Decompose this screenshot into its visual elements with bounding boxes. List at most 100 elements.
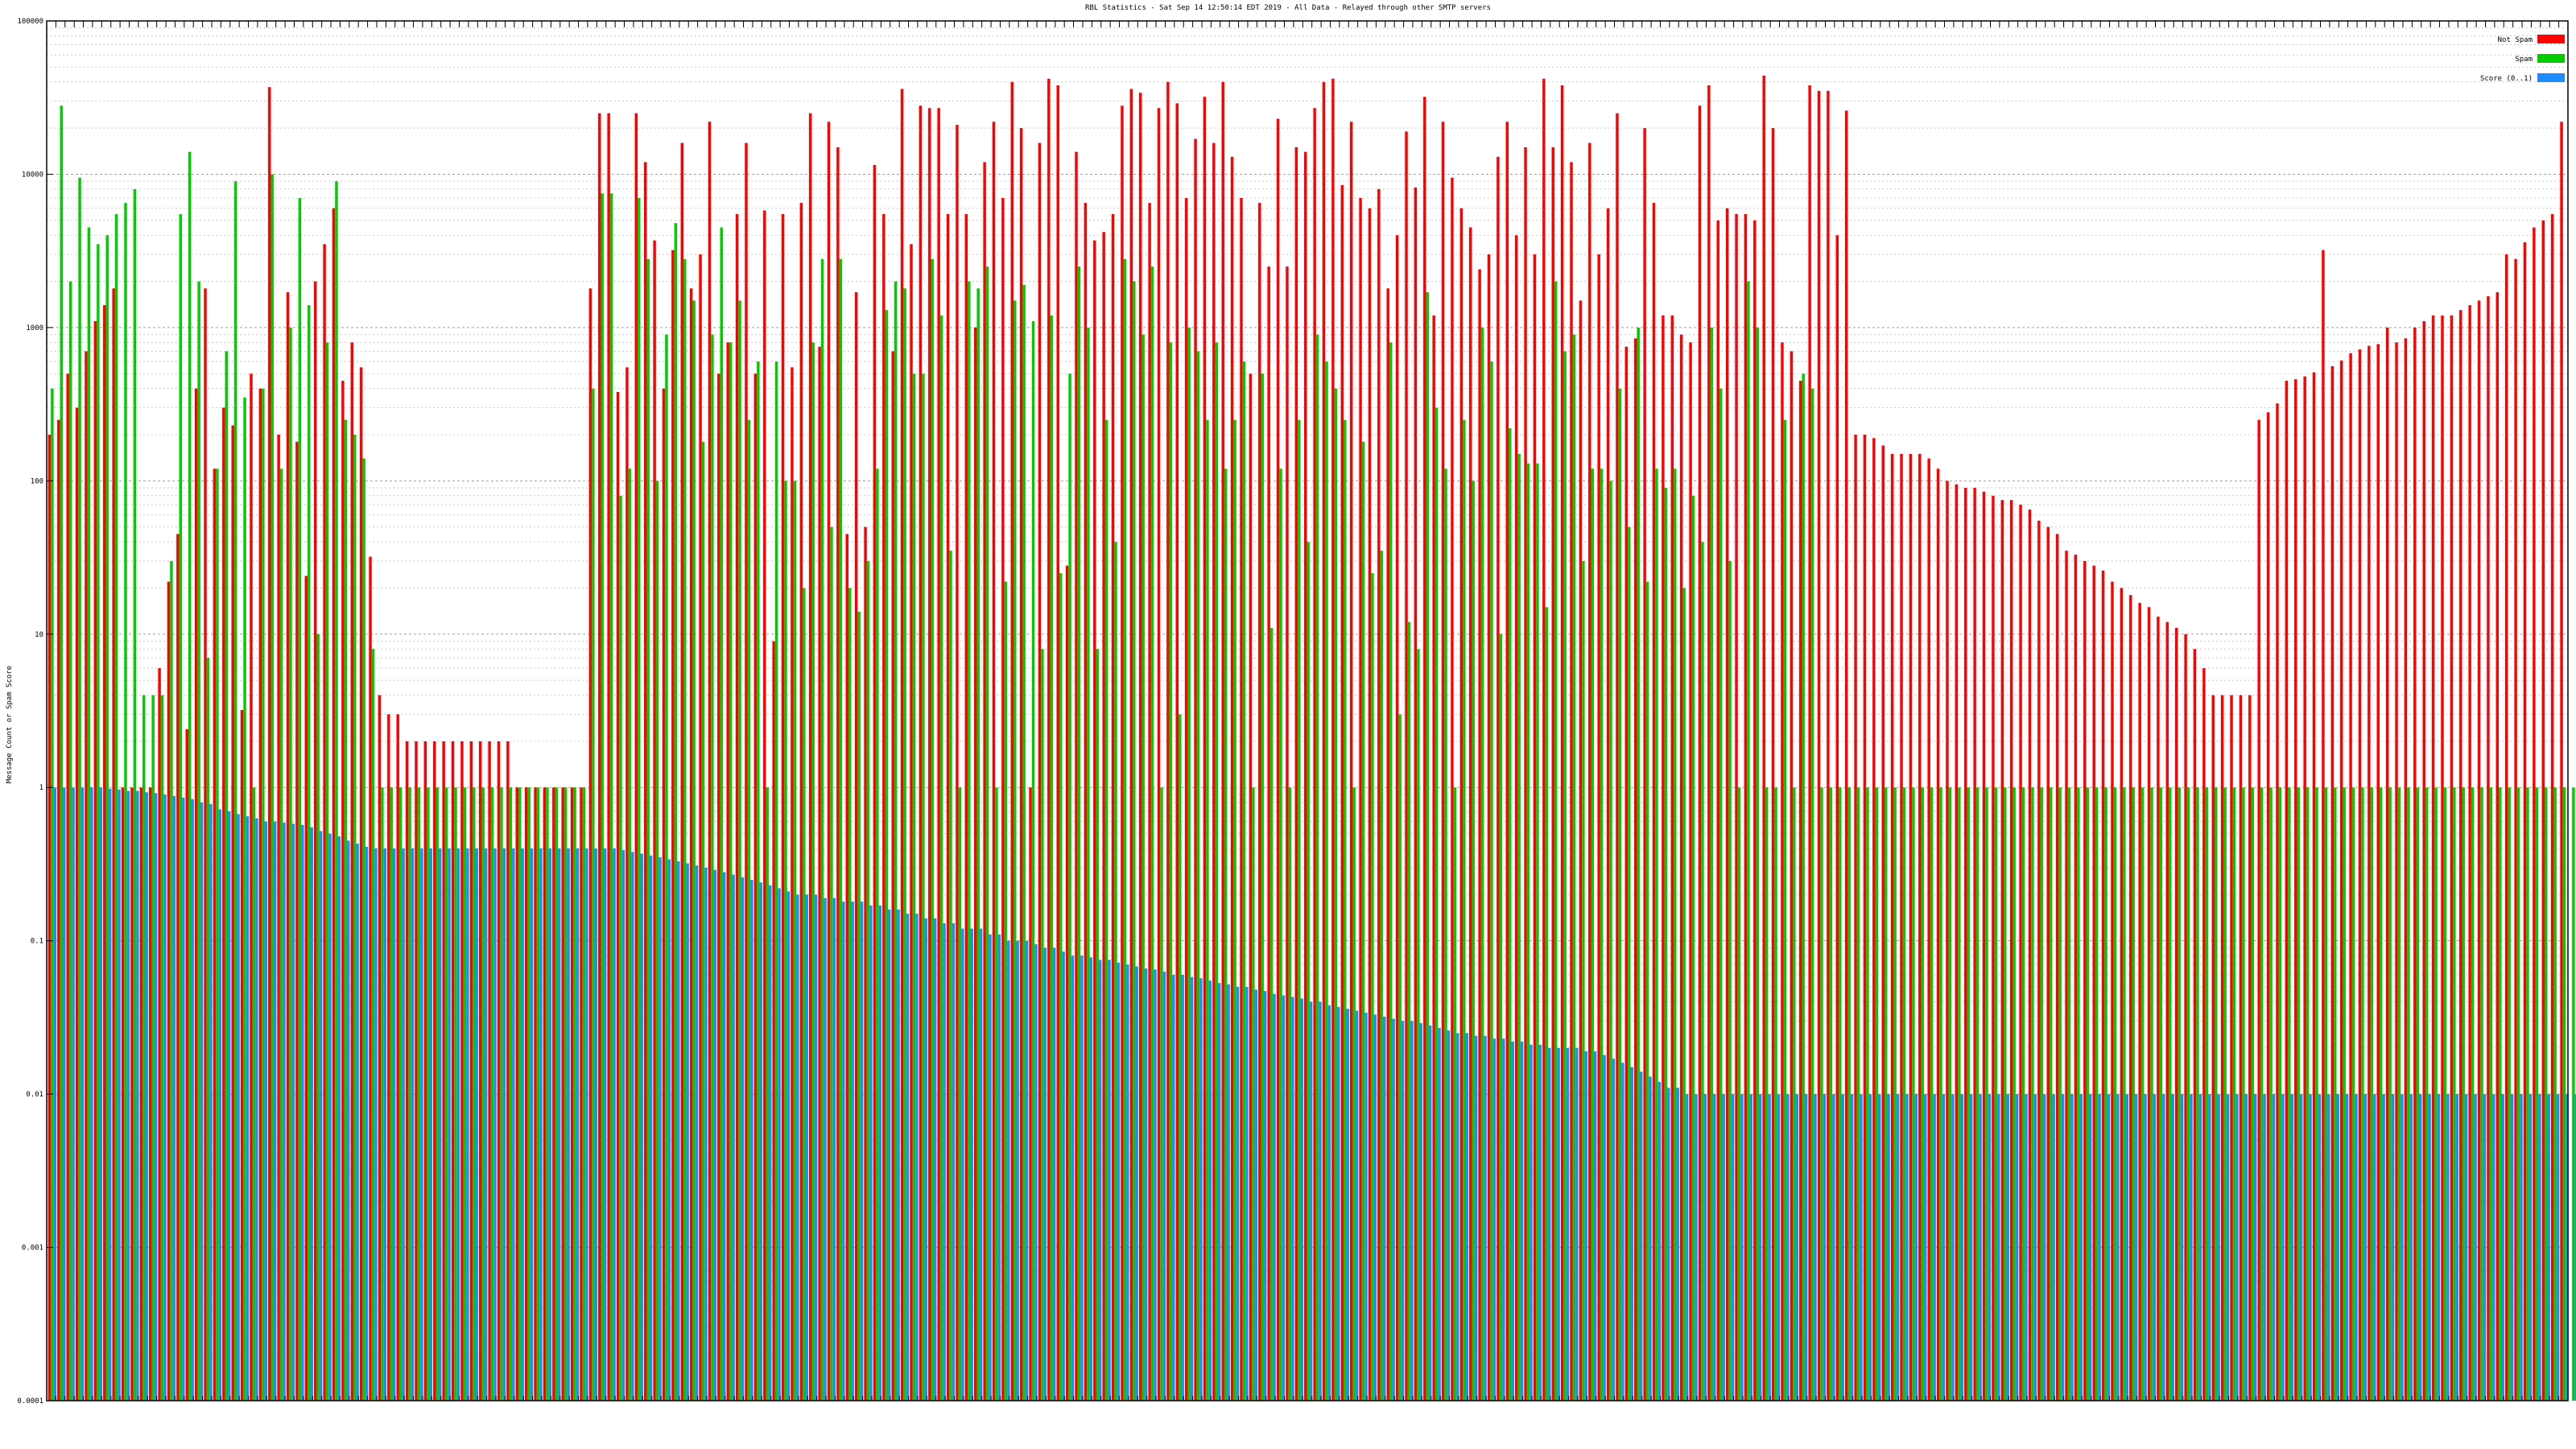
y-tick-label: 10000: [22, 171, 43, 179]
bar-spam: [985, 266, 989, 1402]
bar-spam: [811, 342, 815, 1401]
bar-score-0-1-: [2043, 1094, 2046, 1401]
bar-spam: [1517, 453, 1521, 1401]
bar-score-0-1-: [613, 848, 616, 1401]
bar-not-spam: [1432, 315, 1435, 1401]
bar-spam: [2113, 787, 2117, 1401]
bar-score-0-1-: [475, 848, 478, 1401]
bar-spam: [1031, 321, 1035, 1402]
bar-spam: [1793, 787, 1796, 1401]
bar-not-spam: [1047, 78, 1051, 1401]
bar-spam: [1839, 787, 1842, 1401]
bar-spam: [1252, 787, 1255, 1401]
bar-not-spam: [1781, 342, 1784, 1401]
bar-spam: [2443, 787, 2447, 1401]
bar-score-0-1-: [1923, 1094, 1927, 1401]
bar-spam: [683, 258, 687, 1402]
bar-spam: [1975, 787, 1979, 1401]
bar-not-spam: [1203, 97, 1207, 1401]
bar-spam: [1967, 787, 1970, 1401]
bar-spam: [1994, 787, 1998, 1401]
bar-score-0-1-: [1933, 1094, 1936, 1401]
bar-score-0-1-: [2309, 1094, 2312, 1401]
bar-score-0-1-: [1172, 974, 1175, 1401]
bar-not-spam: [204, 288, 207, 1401]
bar-not-spam: [735, 213, 739, 1402]
bar-not-spam: [2157, 617, 2160, 1401]
bar-not-spam: [1624, 346, 1629, 1402]
bar-not-spam: [956, 125, 959, 1401]
bar-score-0-1-: [118, 789, 121, 1401]
bar-spam: [2278, 787, 2282, 1401]
bar-score-0-1-: [2070, 1094, 2074, 1401]
bar-score-0-1-: [163, 794, 167, 1401]
bar-spam: [2140, 787, 2145, 1401]
bar-not-spam: [1909, 453, 1913, 1401]
bar-score-0-1-: [778, 888, 781, 1401]
bar-not-spam: [1982, 491, 1986, 1401]
bar-score-0-1-: [1392, 1018, 1395, 1401]
bar-score-0-1-: [2208, 1094, 2211, 1401]
bar-score-0-1-: [1612, 1059, 1616, 1401]
bar-not-spam: [1148, 203, 1151, 1401]
bar-spam: [1985, 787, 1988, 1401]
bar-not-spam: [387, 714, 390, 1401]
bar-spam: [803, 588, 806, 1401]
bar-spam: [2159, 787, 2163, 1401]
bar-score-0-1-: [1841, 1094, 1844, 1401]
bar-score-0-1-: [2483, 1094, 2487, 1401]
bar-score-0-1-: [273, 821, 277, 1401]
bar-not-spam: [1670, 315, 1674, 1401]
bar-score-0-1-: [2153, 1094, 2157, 1401]
bar-not-spam: [561, 787, 564, 1401]
bar-not-spam: [167, 581, 171, 1401]
bar-not-spam: [1121, 105, 1124, 1402]
bar-spam: [97, 244, 100, 1401]
bar-spam: [78, 177, 81, 1401]
bar-score-0-1-: [53, 787, 57, 1401]
bar-spam: [1618, 388, 1622, 1402]
bar-spam: [1674, 469, 1677, 1402]
bar-not-spam: [1790, 351, 1794, 1401]
bar-score-0-1-: [2373, 1094, 2376, 1401]
bar-not-spam: [405, 741, 409, 1401]
bar-score-0-1-: [1960, 1094, 1963, 1401]
bar-score-0-1-: [172, 795, 176, 1401]
bar-not-spam: [2376, 344, 2380, 1402]
bar-spam: [609, 193, 613, 1402]
bar-score-0-1-: [558, 848, 561, 1401]
bar-not-spam: [717, 374, 720, 1401]
bar-score-0-1-: [2520, 1094, 2523, 1401]
bar-not-spam: [2083, 560, 2087, 1402]
bar-spam: [903, 288, 906, 1401]
y-tick-label: 100000: [17, 18, 43, 26]
bar-not-spam: [1955, 484, 1959, 1402]
bar-score-0-1-: [1667, 1088, 1670, 1401]
bar-score-0-1-: [448, 848, 451, 1401]
bar-spam: [1123, 258, 1127, 1402]
bar-score-0-1-: [1117, 962, 1121, 1401]
bar-score-0-1-: [1703, 1094, 1707, 1401]
bar-score-0-1-: [1383, 1016, 1386, 1401]
bar-spam: [564, 787, 568, 1401]
bar-score-0-1-: [1447, 1030, 1451, 1401]
bars: [47, 75, 2576, 1402]
bar-not-spam: [726, 342, 729, 1401]
bar-not-spam: [185, 729, 188, 1401]
bar-not-spam: [2459, 310, 2462, 1402]
bar-not-spam: [1395, 235, 1399, 1401]
bar-not-spam: [1304, 151, 1307, 1401]
bar-spam: [747, 419, 751, 1401]
bar-spam: [1536, 463, 1539, 1401]
bar-not-spam: [1001, 197, 1005, 1401]
bar-spam: [711, 334, 714, 1401]
bar-spam: [995, 787, 998, 1401]
bar-score-0-1-: [2134, 1094, 2138, 1401]
bar-not-spam: [607, 113, 610, 1402]
bar-not-spam: [2174, 627, 2178, 1401]
bar-spam: [1361, 441, 1365, 1402]
bar-not-spam: [268, 87, 271, 1401]
bar-score-0-1-: [438, 848, 442, 1401]
bar-score-0-1-: [713, 869, 717, 1401]
